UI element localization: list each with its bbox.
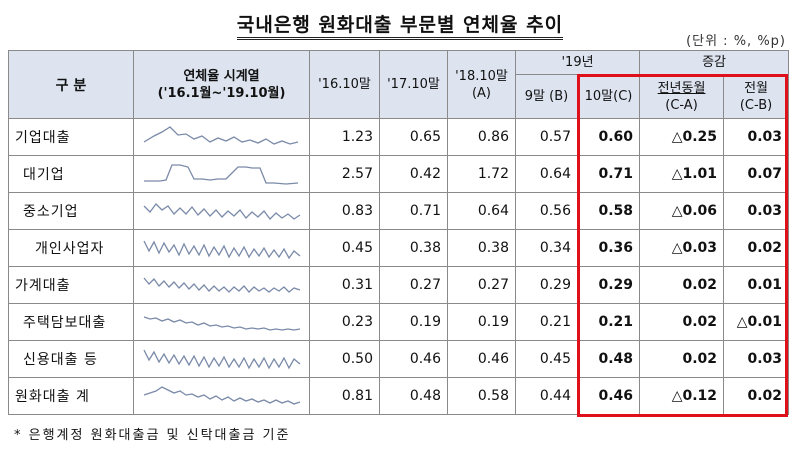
- cell-sep: 0.34: [515, 229, 578, 267]
- table-row: 주택담보대출 0.23 0.19 0.19 0.21 0.21 0.02 △0.…: [8, 303, 790, 341]
- header-2019: '19년: [514, 50, 641, 75]
- cell-mom: △0.01: [723, 303, 790, 341]
- header-change: 증감: [639, 50, 790, 75]
- cell-sep: 0.56: [515, 192, 578, 230]
- cell-sep: 0.57: [515, 118, 578, 156]
- cell-oct: 0.71: [576, 155, 641, 193]
- cell-mom: 0.02: [723, 377, 790, 415]
- row-label: 신용대출 등: [8, 340, 134, 378]
- cell-2016: 0.31: [309, 266, 380, 304]
- cell-2016: 1.23: [309, 118, 380, 156]
- header-mom: 전월 (C-B): [723, 74, 790, 119]
- cell-2016: 0.23: [309, 303, 380, 341]
- cell-2018: 0.46: [447, 340, 516, 378]
- sparkline: [133, 229, 310, 267]
- cell-2017: 0.71: [379, 192, 448, 230]
- cell-2017: 0.48: [379, 377, 448, 415]
- header-yoy: 전년동월 (C-A): [639, 74, 725, 119]
- header-oct: 10말(C): [576, 74, 641, 119]
- sparkline: [133, 155, 310, 193]
- sparkline: [133, 118, 310, 156]
- header-category: 구 분: [8, 50, 134, 119]
- row-label: 기업대출: [8, 118, 134, 156]
- cell-sep: 0.29: [515, 266, 578, 304]
- cell-mom: 0.03: [723, 192, 790, 230]
- table-row: 원화대출 계 0.81 0.48 0.58 0.44 0.46 △0.12 0.…: [8, 377, 790, 415]
- header-sparkline: 연체율 시계열 ('16.1월~'19.10월): [133, 50, 310, 119]
- table-row: 중소기업 0.83 0.71 0.64 0.56 0.58 △0.06 0.03: [8, 192, 790, 230]
- cell-2018: 0.27: [447, 266, 516, 304]
- cell-mom: 0.01: [723, 266, 790, 304]
- cell-2018: 0.58: [447, 377, 516, 415]
- row-label: 대기업: [8, 155, 134, 193]
- cell-2017: 0.38: [379, 229, 448, 267]
- sparkline: [133, 266, 310, 304]
- table-row: 개인사업자 0.45 0.38 0.38 0.34 0.36 △0.03 0.0…: [8, 229, 790, 267]
- cell-2017: 0.65: [379, 118, 448, 156]
- cell-2016: 0.83: [309, 192, 380, 230]
- sparkline: [133, 340, 310, 378]
- cell-2016: 0.45: [309, 229, 380, 267]
- row-label: 개인사업자: [8, 229, 134, 267]
- cell-2018: 0.86: [447, 118, 516, 156]
- cell-2017: 0.42: [379, 155, 448, 193]
- cell-2016: 0.50: [309, 340, 380, 378]
- cell-oct: 0.36: [576, 229, 641, 267]
- cell-2017: 0.46: [379, 340, 448, 378]
- header-2016: '16.10말: [309, 50, 380, 119]
- cell-yoy: △0.03: [639, 229, 725, 267]
- cell-sep: 0.44: [515, 377, 578, 415]
- cell-2017: 0.27: [379, 266, 448, 304]
- table-title: 국내은행 원화대출 부문별 연체율 추이: [0, 10, 800, 40]
- cell-oct: 0.58: [576, 192, 641, 230]
- table-row: 대기업 2.57 0.42 1.72 0.64 0.71 △1.01 0.07: [8, 155, 790, 193]
- delinquency-table: 구 분 연체율 시계열 ('16.1월~'19.10월) '16.10말 '17…: [8, 50, 790, 415]
- unit-label: (단위 : %, %p): [686, 34, 786, 49]
- cell-2018: 0.38: [447, 229, 516, 267]
- cell-2016: 0.81: [309, 377, 380, 415]
- cell-2017: 0.19: [379, 303, 448, 341]
- table-row: 신용대출 등 0.50 0.46 0.46 0.45 0.48 0.02 0.0…: [8, 340, 790, 378]
- cell-2018: 1.72: [447, 155, 516, 193]
- cell-mom: 0.02: [723, 229, 790, 267]
- table-row: 기업대출 1.23 0.65 0.86 0.57 0.60 △0.25 0.03: [8, 118, 790, 156]
- cell-oct: 0.48: [576, 340, 641, 378]
- cell-mom: 0.03: [723, 340, 790, 378]
- cell-sep: 0.64: [515, 155, 578, 193]
- cell-oct: 0.21: [576, 303, 641, 341]
- sparkline: [133, 377, 310, 415]
- sparkline: [133, 192, 310, 230]
- table-row: 가계대출 0.31 0.27 0.27 0.29 0.29 0.02 0.01: [8, 266, 790, 304]
- cell-mom: 0.07: [723, 155, 790, 193]
- row-label: 중소기업: [8, 192, 134, 230]
- cell-oct: 0.60: [576, 118, 641, 156]
- cell-oct: 0.46: [576, 377, 641, 415]
- cell-2018: 0.64: [447, 192, 516, 230]
- cell-2016: 2.57: [309, 155, 380, 193]
- row-label: 가계대출: [8, 266, 134, 304]
- cell-yoy: △0.12: [639, 377, 725, 415]
- header-sep: 9말 (B): [515, 74, 578, 119]
- cell-oct: 0.29: [576, 266, 641, 304]
- sparkline: [133, 303, 310, 341]
- cell-sep: 0.45: [515, 340, 578, 378]
- cell-yoy: △0.25: [639, 118, 725, 156]
- cell-yoy: △1.01: [639, 155, 725, 193]
- cell-2018: 0.19: [447, 303, 516, 341]
- cell-yoy: 0.02: [639, 266, 725, 304]
- row-label: 주택담보대출: [8, 303, 134, 341]
- footnote: * 은행계정 원화대출금 및 신탁대출금 기준: [14, 428, 291, 443]
- cell-yoy: △0.06: [639, 192, 725, 230]
- header-2018: '18.10말 (A): [447, 50, 516, 119]
- row-label: 원화대출 계: [8, 377, 134, 415]
- cell-mom: 0.03: [723, 118, 790, 156]
- cell-yoy: 0.02: [639, 303, 725, 341]
- header-2017: '17.10말: [379, 50, 448, 119]
- cell-sep: 0.21: [515, 303, 578, 341]
- cell-yoy: 0.02: [639, 340, 725, 378]
